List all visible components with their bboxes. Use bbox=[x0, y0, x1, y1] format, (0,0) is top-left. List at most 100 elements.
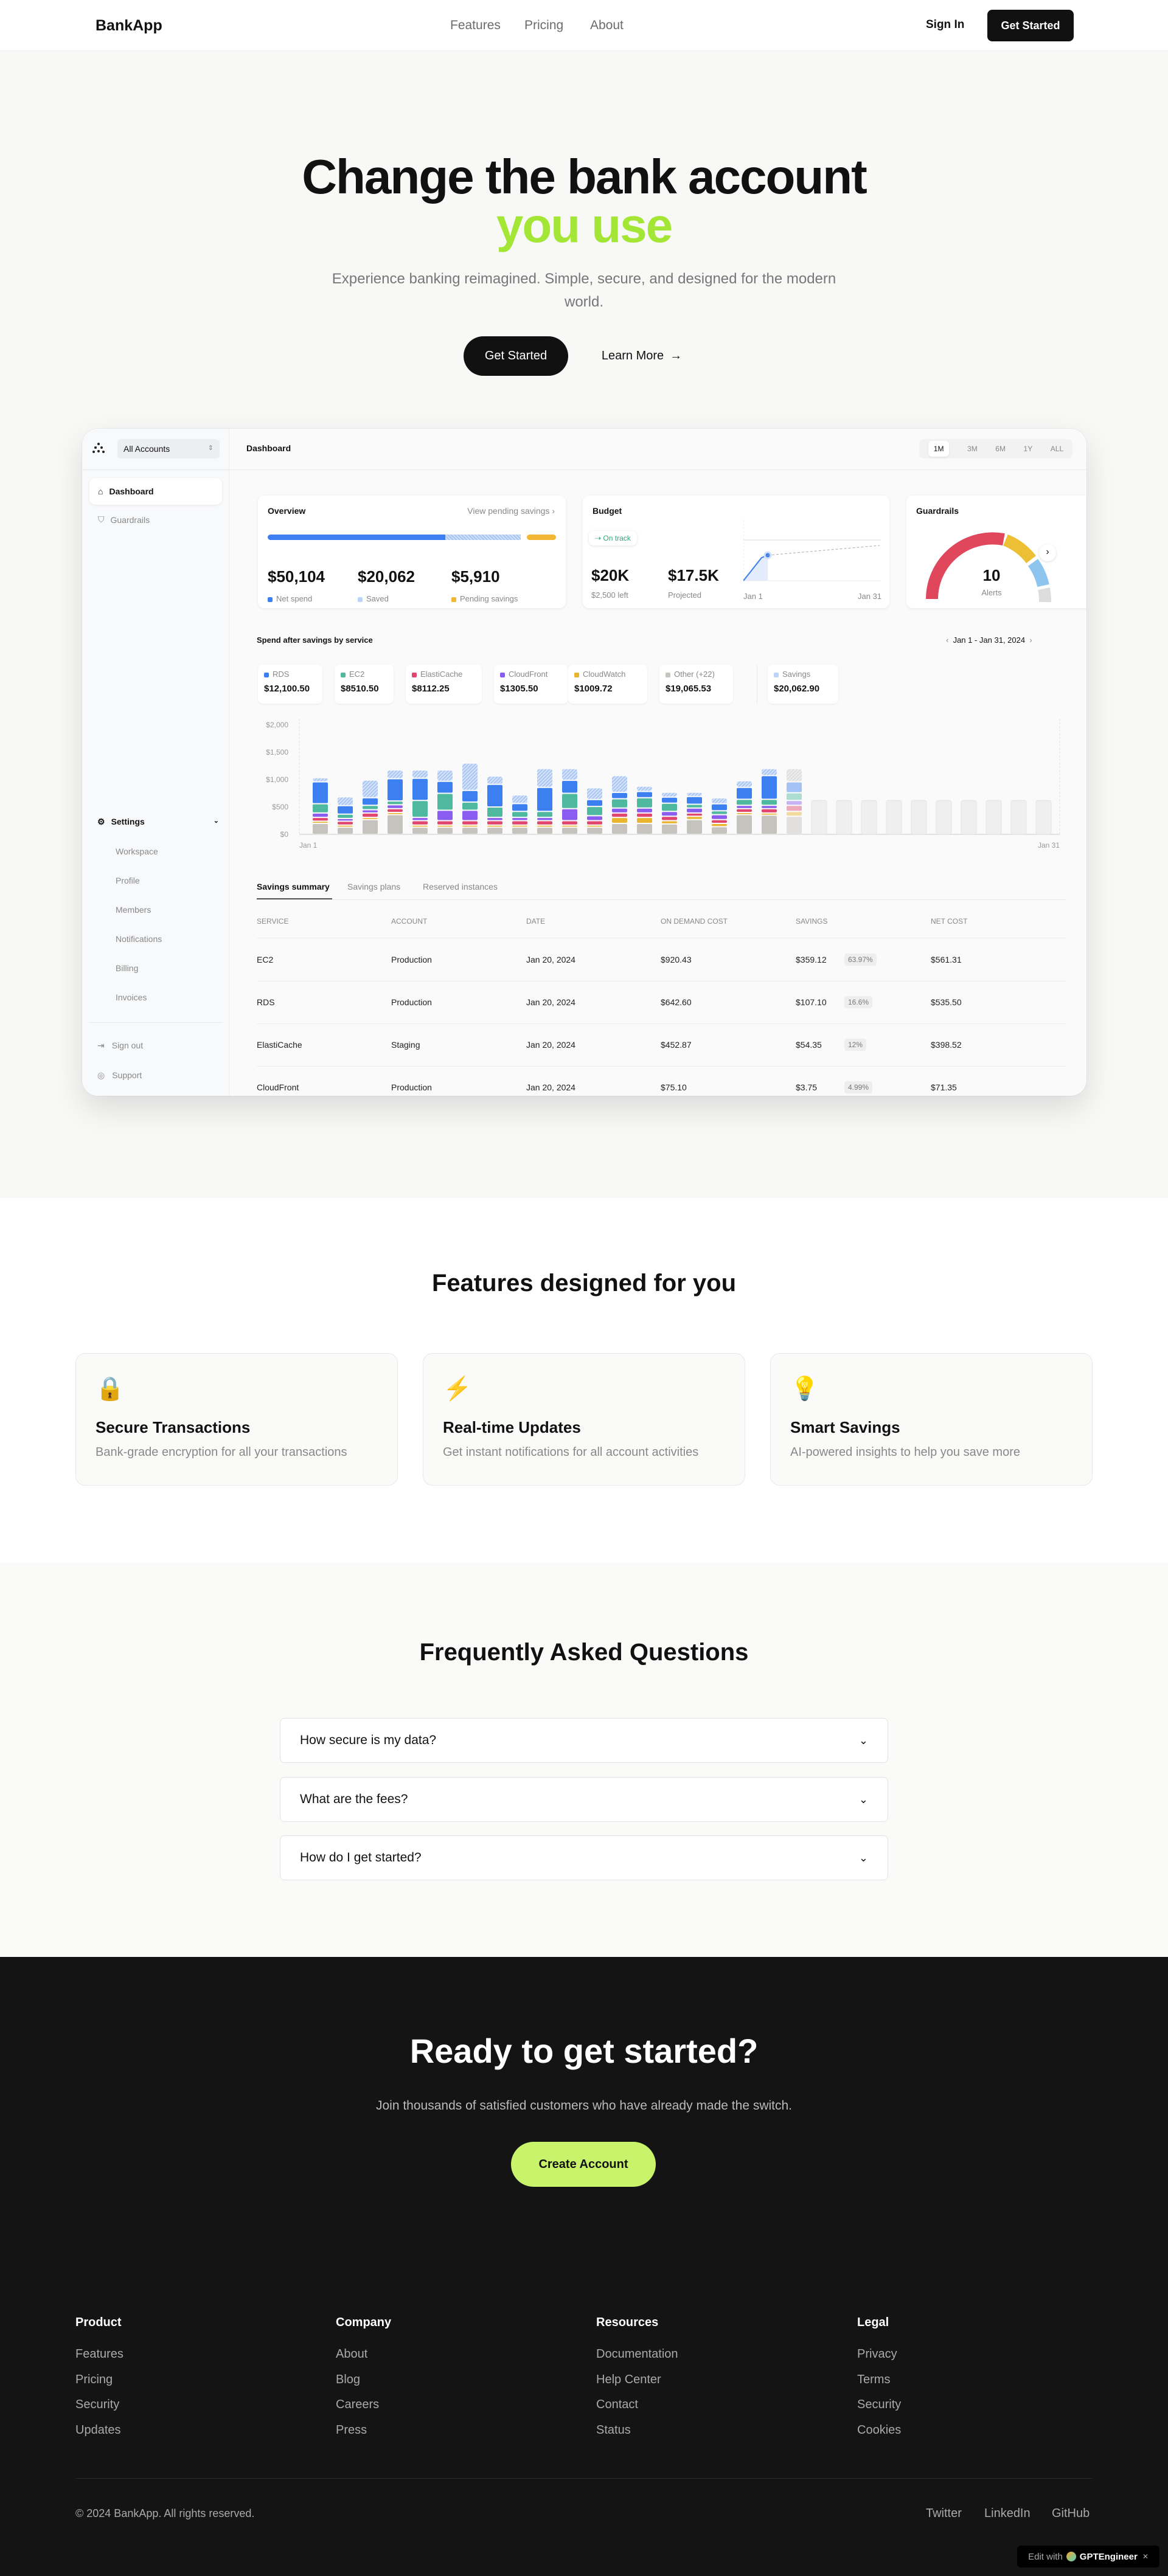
column-header[interactable]: NET COST bbox=[931, 917, 968, 926]
sidebar-item-dashboard[interactable]: ⌂ Dashboard bbox=[89, 478, 222, 505]
range-tab-3m[interactable]: 3M bbox=[967, 445, 978, 453]
range-tab-all[interactable]: ALL bbox=[1050, 445, 1064, 453]
tab-reserved-instances[interactable]: Reserved instances bbox=[423, 882, 498, 892]
footer-link[interactable]: Contact bbox=[596, 2398, 638, 2411]
footer-link[interactable]: Press bbox=[336, 2423, 367, 2437]
legend-card[interactable]: ElastiCache $8112.25 bbox=[406, 665, 482, 704]
bar-segment-savings bbox=[313, 778, 328, 781]
column-header[interactable]: DATE bbox=[526, 917, 546, 926]
sign-in-link[interactable]: Sign In bbox=[926, 18, 965, 31]
sidebar-item-guardrails[interactable]: ⛉ Guardrails bbox=[98, 514, 150, 525]
legend-card[interactable]: Savings $20,062.90 bbox=[768, 665, 838, 704]
settings-label: Settings bbox=[111, 817, 145, 826]
gptengineer-badge[interactable]: Edit with GPTEngineer ✕ bbox=[1017, 2546, 1159, 2567]
legend-label: CloudWatch bbox=[574, 670, 641, 679]
create-account-button[interactable]: Create Account bbox=[511, 2142, 656, 2187]
table-row[interactable]: ElastiCache Staging Jan 20, 2024 $452.87 $54… bbox=[257, 1024, 1066, 1067]
brand-logo[interactable]: BankApp bbox=[96, 17, 162, 34]
bar-segment-cloudwatch bbox=[412, 825, 428, 827]
footer-link[interactable]: Careers bbox=[336, 2398, 380, 2411]
column-header[interactable]: ON DEMAND COST bbox=[661, 917, 728, 926]
column-header[interactable]: ACCOUNT bbox=[391, 917, 428, 926]
pending-value: $5,910 bbox=[451, 567, 500, 586]
legend-card[interactable]: EC2 $8510.50 bbox=[335, 665, 394, 704]
social-linkedin[interactable]: LinkedIn bbox=[984, 2507, 1031, 2520]
faq-item[interactable]: How secure is my data? ⌄ bbox=[280, 1718, 888, 1763]
hero-title: Change the bank account bbox=[302, 150, 867, 204]
footer-link[interactable]: Security bbox=[857, 2398, 902, 2411]
legend-card[interactable]: RDS $12,100.50 bbox=[258, 665, 322, 704]
table-row[interactable]: RDS Production Jan 20, 2024 $642.60 $107.10 1… bbox=[257, 982, 1066, 1024]
range-tab-6m[interactable]: 6M bbox=[995, 445, 1006, 453]
footer-link[interactable]: Blog bbox=[336, 2372, 361, 2386]
nav-link-pricing[interactable]: Pricing bbox=[524, 18, 564, 32]
footer-link[interactable]: Documentation bbox=[596, 2347, 678, 2361]
bar-segment-savings bbox=[363, 780, 378, 797]
range-tab-1m[interactable]: 1M bbox=[928, 441, 950, 457]
sidebar-item-notifications[interactable]: Notifications bbox=[116, 934, 162, 944]
faq-question: How secure is my data? bbox=[300, 1733, 437, 1747]
next-range-icon[interactable]: › bbox=[1025, 635, 1032, 645]
bar-segment-savings bbox=[512, 795, 527, 803]
tab-savings-plans[interactable]: Savings plans bbox=[347, 882, 401, 892]
legend-card[interactable]: CloudFront $1305.50 bbox=[494, 665, 568, 704]
nav-get-started-button[interactable]: Get Started bbox=[987, 10, 1074, 41]
sidebar-divider bbox=[89, 1022, 222, 1023]
legend-value: $1009.72 bbox=[574, 684, 613, 694]
legend-card[interactable]: Other (+22) $19,065.53 bbox=[659, 665, 733, 704]
faq-item[interactable]: How do I get started? ⌄ bbox=[280, 1835, 888, 1880]
view-pending-savings-link[interactable]: View pending savings › bbox=[467, 506, 555, 516]
sidebar-item-profile[interactable]: Profile bbox=[116, 876, 140, 885]
bar-segment-rds bbox=[363, 798, 378, 805]
sidebar-item-billing[interactable]: Billing bbox=[116, 963, 139, 973]
guardrails-next-button[interactable]: › bbox=[1039, 544, 1056, 561]
footer-link[interactable]: Features bbox=[75, 2347, 123, 2361]
footer-link[interactable]: Terms bbox=[857, 2372, 891, 2386]
date-range-label: Jan 1 - Jan 31, 2024 bbox=[953, 635, 1026, 645]
footer-link[interactable]: Help Center bbox=[596, 2372, 661, 2386]
footer-link[interactable]: Privacy bbox=[857, 2347, 897, 2361]
footer-link[interactable]: Cookies bbox=[857, 2423, 902, 2437]
prev-range-icon[interactable]: ‹ bbox=[946, 635, 953, 645]
footer-link[interactable]: Status bbox=[596, 2423, 631, 2437]
footer-link[interactable]: About bbox=[336, 2347, 368, 2361]
table-row[interactable]: CloudFront Production Jan 20, 2024 $75.10 $3… bbox=[257, 1067, 1066, 1096]
range-tab-1y[interactable]: 1Y bbox=[1023, 445, 1033, 453]
bar-segment-cloudwatch bbox=[787, 812, 802, 816]
table-cell: $535.50 bbox=[931, 997, 962, 1007]
faq-item[interactable]: What are the fees? ⌄ bbox=[280, 1777, 888, 1822]
sidebar-item-members[interactable]: Members bbox=[116, 905, 151, 915]
footer-link[interactable]: Pricing bbox=[75, 2372, 113, 2386]
account-selector[interactable]: All Accounts ⇕ bbox=[117, 439, 220, 459]
sidebar-item-workspace[interactable]: Workspace bbox=[116, 847, 158, 856]
bar-segment-cloudfront bbox=[637, 808, 652, 812]
copyright: © 2024 BankApp. All rights reserved. bbox=[75, 2507, 255, 2519]
table-cell: Production bbox=[391, 1082, 432, 1092]
accounts-logo-icon bbox=[92, 443, 105, 453]
column-header[interactable]: SERVICE bbox=[257, 917, 289, 926]
overview-card: Overview View pending savings › $50,104 … bbox=[258, 496, 566, 608]
empty-day-bar bbox=[861, 800, 877, 835]
sidebar-item-invoices[interactable]: Invoices bbox=[116, 992, 147, 1002]
sidebar-settings-toggle[interactable]: ⚙ Settings ⌄ bbox=[97, 817, 219, 827]
table-row[interactable]: EC2 Production Jan 20, 2024 $920.43 $359.12 6… bbox=[257, 939, 1066, 982]
tab-savings-summary[interactable]: Savings summary bbox=[257, 882, 330, 892]
footer-link[interactable]: Updates bbox=[75, 2423, 121, 2437]
support-button[interactable]: ◎ Support bbox=[97, 1070, 142, 1081]
social-twitter[interactable]: Twitter bbox=[926, 2507, 962, 2520]
hero-get-started-button[interactable]: Get Started bbox=[464, 336, 568, 376]
nav-link-about[interactable]: About bbox=[590, 18, 624, 32]
learn-more-button[interactable]: Learn More → bbox=[593, 336, 690, 376]
column-header[interactable]: SAVINGS bbox=[796, 917, 828, 926]
bar-segment-cloudfront bbox=[462, 811, 478, 820]
bar-segment-rds bbox=[662, 797, 677, 803]
bar-segment-cloudfront bbox=[762, 806, 777, 808]
legend-value: $8510.50 bbox=[341, 684, 379, 694]
legend-card[interactable]: CloudWatch $1009.72 bbox=[568, 665, 647, 704]
close-icon[interactable]: ✕ bbox=[1142, 2552, 1149, 2561]
sign-out-button[interactable]: ⇥ Sign out bbox=[97, 1040, 143, 1051]
nav-link-features[interactable]: Features bbox=[450, 18, 501, 32]
social-github[interactable]: GitHub bbox=[1052, 2507, 1090, 2520]
savings-percent-badge: 4.99% bbox=[844, 1081, 873, 1093]
footer-link[interactable]: Security bbox=[75, 2398, 120, 2411]
